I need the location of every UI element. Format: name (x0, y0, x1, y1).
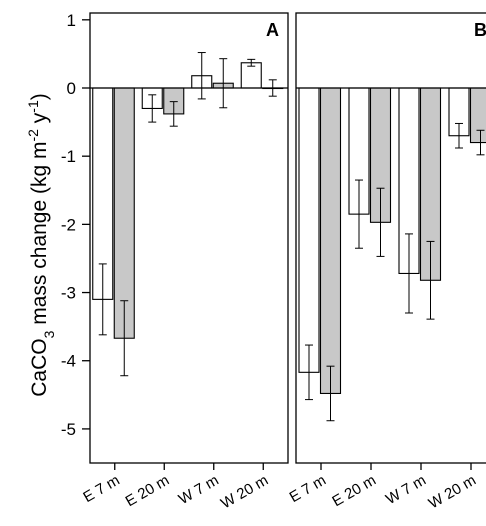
y-tick-label: -2 (61, 215, 76, 234)
bar (469, 87, 486, 144)
error-bar (305, 344, 313, 401)
bar (298, 87, 320, 373)
y-axis-ticks: 1 0 -1 -2 -3 -4 -5 (61, 11, 90, 439)
y-axis-title-superscript-1: -2 (25, 129, 41, 142)
x-category-label: W 20 m (426, 472, 479, 513)
x-category-label: E 7 m (287, 472, 329, 506)
error-bar (247, 58, 256, 67)
y-tick-label: -3 (61, 284, 76, 303)
error-bar (148, 94, 157, 123)
y-axis-title-mid: y (28, 112, 51, 129)
y-tick-label: 0 (67, 79, 76, 98)
y-axis-title-superscript-2: -1 (25, 100, 41, 113)
error-bar (455, 122, 463, 149)
y-tick-label: -5 (61, 420, 76, 439)
svg-text:CaCO3 mass change (kg m-2 y-1): CaCO3 mass change (kg m-2 y-1) (25, 93, 57, 396)
error-bar (405, 233, 413, 314)
error-bar (355, 179, 363, 249)
x-category-label: W 20 m (218, 472, 271, 513)
error-bar (197, 52, 206, 100)
y-tick-label: -1 (61, 147, 76, 166)
y-axis-title-main: CaCO (28, 338, 51, 396)
x-category-label: W 7 m (383, 472, 429, 508)
x-category-label: E 20 m (123, 472, 173, 510)
panel-letter: B (474, 20, 486, 40)
error-bar (426, 240, 435, 320)
y-tick-label: 1 (67, 11, 76, 30)
x-category-label: W 7 m (176, 472, 222, 508)
panel-letter: A (266, 20, 279, 40)
y-axis-title: CaCO3 mass change (kg m-2 y-1) (25, 93, 57, 396)
error-bar (98, 263, 107, 336)
y-axis-title-subscript: 3 (41, 330, 57, 338)
y-axis-title-end: ) (28, 93, 51, 100)
y-tick-label: -4 (61, 352, 76, 371)
x-category-label: E 7 m (80, 472, 122, 506)
panel-frame (295, 12, 486, 464)
y-axis-title-rest: mass change (kg m (28, 142, 51, 331)
error-bar (326, 365, 335, 422)
x-category-label: E 20 m (329, 472, 379, 510)
error-bar (219, 58, 228, 109)
error-bar (376, 187, 385, 257)
panel-frame (89, 12, 289, 464)
bar (319, 87, 342, 395)
error-bar (120, 300, 129, 377)
error-bar (476, 129, 485, 156)
error-bar (169, 101, 178, 127)
